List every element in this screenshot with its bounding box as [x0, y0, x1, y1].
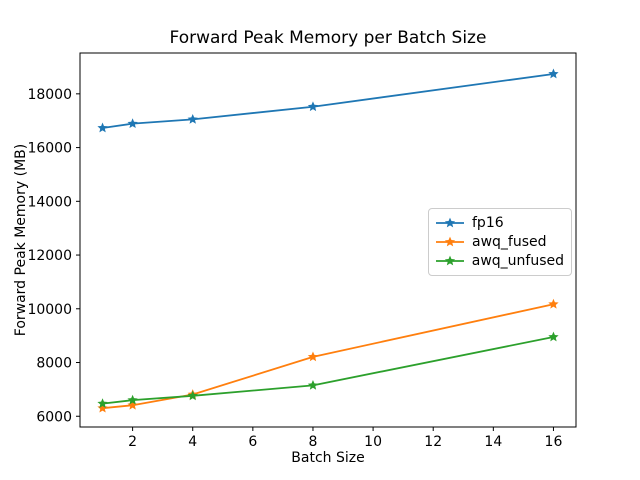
legend-item-awq-unfused: awq_unfused	[436, 252, 564, 271]
star-marker-awq_unfused	[127, 394, 138, 405]
line-star-icon	[436, 217, 464, 228]
legend-star	[444, 236, 456, 247]
series-line-awq_unfused	[102, 336, 554, 405]
y-axis-label: Forward Peak Memory (MB)	[13, 143, 29, 337]
line-star-icon	[436, 236, 464, 247]
x-tick-label: 6	[248, 434, 257, 450]
x-tick-label: 8	[309, 434, 318, 450]
y-tick-label: 6000	[36, 409, 72, 425]
star-marker-fp16	[548, 68, 559, 79]
star-marker-awq_fused	[548, 298, 559, 309]
legend: fp16 awq_fused awq_unfused	[428, 208, 572, 276]
y-tick-label: 8000	[36, 356, 72, 372]
star-marker-fp16	[307, 101, 319, 112]
legend-item-awq-fused: awq_fused	[436, 232, 564, 251]
plot-border	[79, 52, 577, 428]
x-tick-label: 12	[424, 434, 442, 450]
legend-label: awq_fused	[472, 233, 547, 250]
x-tick-label: 2	[128, 434, 137, 450]
legend-label: fp16	[472, 214, 504, 231]
x-tick-label: 16	[545, 434, 563, 450]
star-marker-fp16	[187, 113, 198, 124]
series-line-awq_fused	[102, 303, 554, 410]
series-line-fp16	[102, 73, 554, 129]
chart-title: Forward Peak Memory per Batch Size	[169, 28, 487, 48]
y-tick-label: 10000	[27, 302, 72, 318]
line-star-icon	[436, 255, 464, 266]
star-marker-fp16	[127, 118, 138, 129]
y-tick-label: 16000	[27, 141, 72, 157]
star-marker-awq_unfused	[187, 390, 198, 401]
star-marker-awq_fused	[97, 402, 108, 413]
legend-star	[444, 255, 456, 266]
x-tick-label: 10	[364, 434, 382, 450]
star-marker-awq_unfused	[97, 398, 108, 408]
legend-label: awq_unfused	[471, 253, 564, 270]
x-axis-label: Batch Size	[291, 450, 365, 466]
x-tick-label: 14	[484, 434, 502, 450]
y-tick-label: 12000	[27, 248, 72, 264]
x-tick-label: 4	[188, 434, 197, 450]
legend-item-fp16: fp16	[436, 213, 564, 232]
star-marker-awq_fused	[307, 351, 319, 362]
legend-star	[444, 217, 456, 228]
star-marker-awq_unfused	[307, 379, 319, 390]
star-marker-awq_fused	[127, 399, 138, 410]
y-tick-label: 14000	[27, 194, 72, 210]
y-tick-label: 18000	[27, 87, 72, 103]
star-marker-fp16	[97, 122, 108, 133]
star-marker-awq_unfused	[548, 331, 559, 342]
